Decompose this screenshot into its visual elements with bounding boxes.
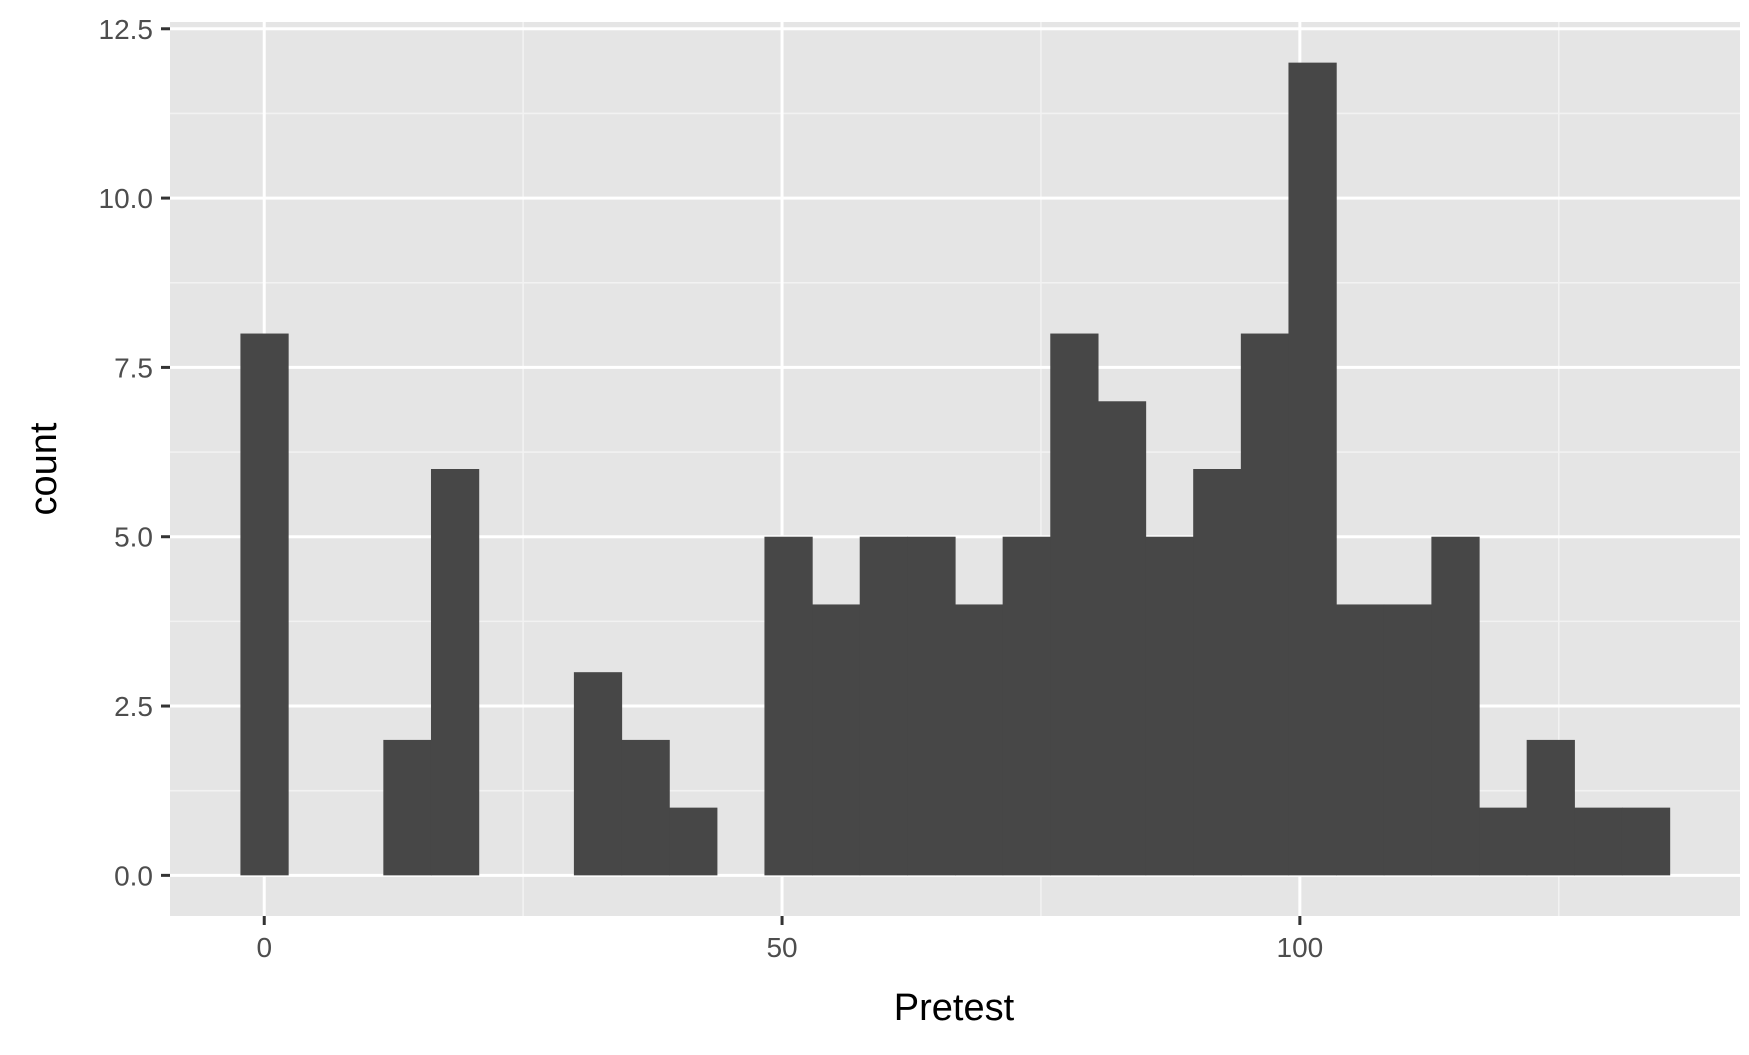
histogram-bar <box>1145 536 1194 876</box>
histogram-bar <box>1383 604 1432 876</box>
x-tick-label: 50 <box>766 932 797 963</box>
x-axis-title: Pretest <box>894 987 1015 1029</box>
histogram-bar <box>621 739 670 876</box>
histogram-bar <box>1621 807 1671 876</box>
histogram-bar <box>1336 604 1385 876</box>
histogram-bars <box>240 62 1671 876</box>
histogram-bar <box>669 807 718 876</box>
y-tick-label: 0.0 <box>114 860 153 891</box>
histogram-bar <box>1288 62 1337 876</box>
histogram-bar <box>1240 333 1290 876</box>
y-tick-label: 10.0 <box>99 183 154 214</box>
histogram-bar <box>812 604 861 876</box>
histogram-bar <box>573 672 623 876</box>
histogram-bar <box>1050 333 1099 876</box>
y-tick-label: 12.5 <box>99 14 154 45</box>
x-axis: 0 50 100 <box>256 916 1323 963</box>
y-tick-label: 5.0 <box>114 522 153 553</box>
histogram-bar <box>1574 807 1623 876</box>
histogram-bar <box>383 739 432 876</box>
y-axis: 0.0 2.5 5.0 7.5 10.0 12.5 <box>99 14 170 891</box>
histogram-bar <box>1479 807 1528 876</box>
y-tick-label: 2.5 <box>114 691 153 722</box>
y-tick-label: 7.5 <box>114 352 153 383</box>
y-axis-title: count <box>23 422 65 515</box>
histogram-bar <box>1431 536 1480 876</box>
histogram-bar <box>1193 469 1242 876</box>
histogram-bar <box>955 604 1004 876</box>
histogram-bar <box>1097 401 1147 876</box>
histogram-bar <box>1002 536 1051 876</box>
histogram-bar <box>764 536 813 876</box>
histogram-bar <box>859 536 908 876</box>
histogram-bar <box>1526 739 1575 876</box>
histogram-bar <box>907 536 956 876</box>
histogram-bar <box>430 469 480 876</box>
x-tick-label: 100 <box>1277 932 1324 963</box>
x-tick-label: 0 <box>256 932 272 963</box>
histogram-bar <box>240 333 289 876</box>
